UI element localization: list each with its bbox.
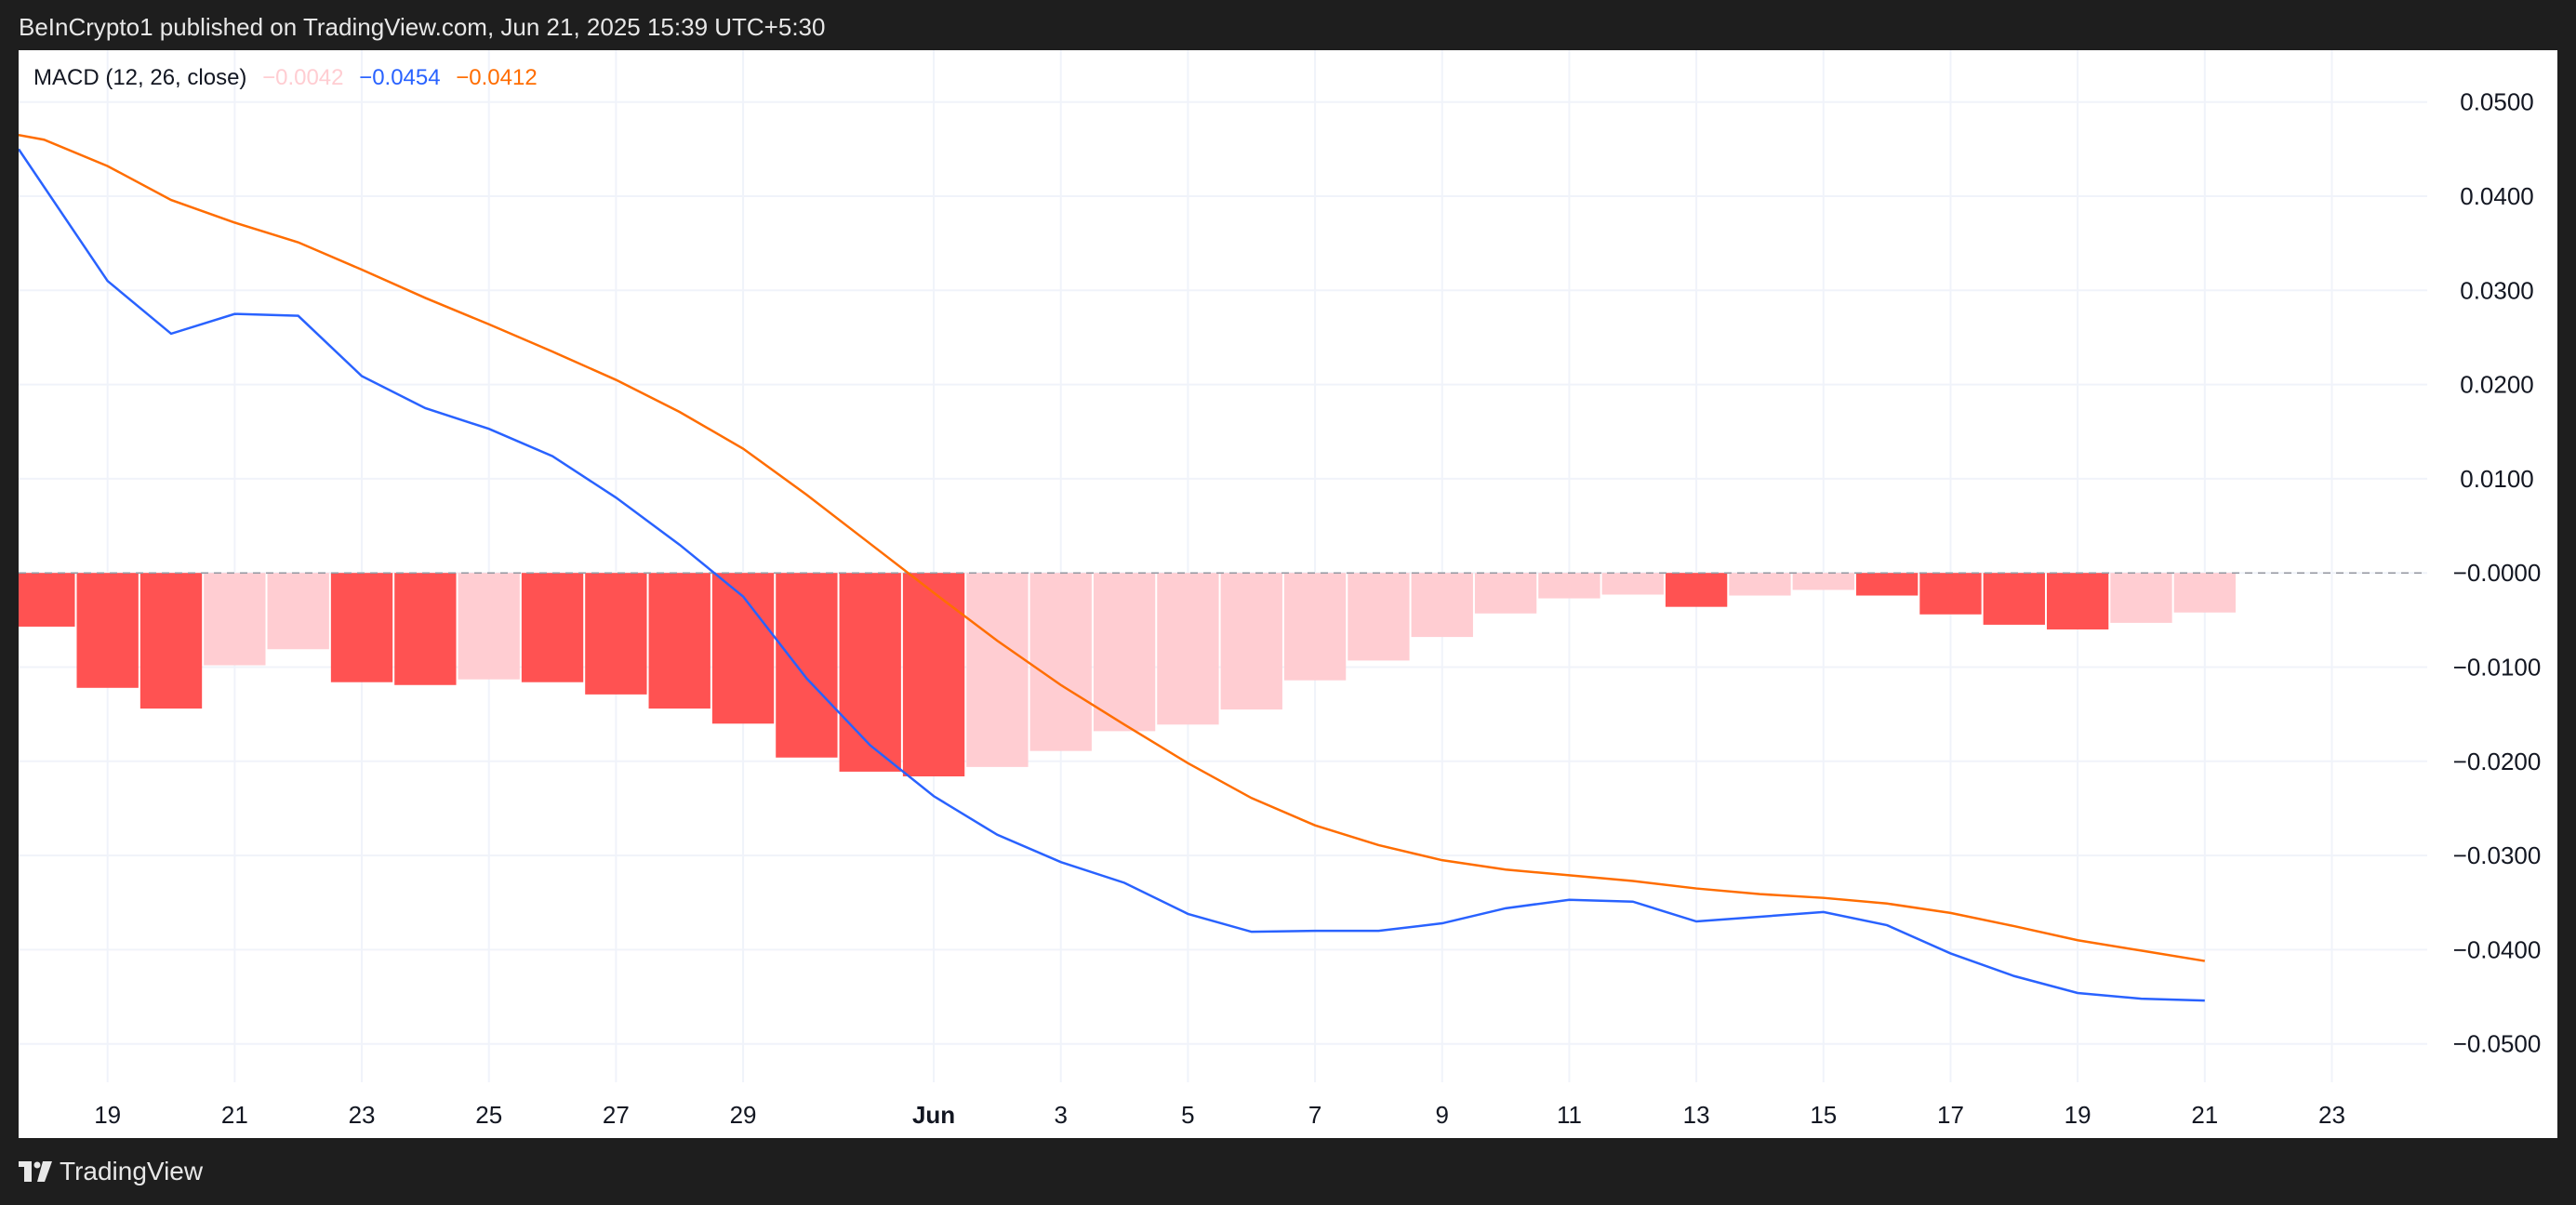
- histogram-bar: [1665, 573, 1728, 607]
- x-tick-label: 27: [603, 1101, 630, 1129]
- x-tick-label: 25: [475, 1101, 502, 1129]
- y-tick-label: −0.0300: [2453, 841, 2542, 869]
- histogram-bar: [2046, 573, 2109, 629]
- x-tick-label: 7: [1308, 1101, 1321, 1129]
- histogram-bar: [1538, 573, 1600, 599]
- macd-chart-panel[interactable]: 0.0500 0.0400 0.0300 0.0200 0.0100 −0.0000 −0.…: [19, 50, 2557, 1138]
- histogram-bar: [1283, 573, 1347, 681]
- y-tick-label: −0.0100: [2453, 654, 2542, 682]
- y-tick-label: 0.0400: [2460, 182, 2534, 210]
- signal-line: [19, 133, 2206, 962]
- x-tick-label: 19: [2065, 1101, 2091, 1129]
- histogram-bar: [1919, 573, 1982, 615]
- histogram-bar: [648, 573, 710, 709]
- histogram-bar: [1029, 573, 1092, 751]
- signal-value: −0.0412: [456, 65, 538, 90]
- attribution-bar: BeInCrypto1 published on TradingView.com…: [0, 0, 2576, 50]
- histogram-bar: [139, 573, 203, 709]
- histogram-bar: [2173, 573, 2236, 613]
- tradingview-icon: [19, 1161, 52, 1182]
- histogram-bar: [19, 573, 75, 627]
- histogram-value: −0.0042: [262, 65, 344, 90]
- x-tick-label: 5: [1181, 1101, 1194, 1129]
- histogram-bar: [839, 573, 901, 772]
- histogram-bar: [1411, 573, 1473, 638]
- y-tick-label: −0.0200: [2453, 748, 2542, 775]
- y-tick-label: 0.0200: [2460, 371, 2534, 399]
- histogram-bar: [1093, 573, 1156, 732]
- macd-chart[interactable]: 0.0500 0.0400 0.0300 0.0200 0.0100 −0.0000 −0.…: [19, 50, 2557, 1138]
- x-tick-label: 13: [1683, 1101, 1710, 1129]
- histogram-bar: [1729, 573, 1791, 596]
- histogram-bar: [1601, 573, 1664, 595]
- histogram-bar: [2110, 573, 2172, 623]
- macd-value: −0.0454: [359, 65, 441, 90]
- histogram-bar: [458, 573, 520, 680]
- x-tick-label: Jun: [912, 1101, 955, 1129]
- brand-name: TradingView: [60, 1157, 204, 1185]
- grid-lines: [19, 50, 2427, 1082]
- tradingview-logo[interactable]: TradingView: [19, 1157, 203, 1186]
- histogram-bar: [330, 573, 393, 682]
- macd-line: [19, 148, 2205, 1002]
- x-tick-label: 17: [1937, 1101, 1964, 1129]
- x-tick-label: 15: [1810, 1101, 1837, 1129]
- histogram-bar: [902, 573, 965, 777]
- y-tick-label: 0.0500: [2460, 88, 2534, 116]
- histogram-bar: [1855, 573, 1919, 596]
- x-tick-label: 19: [94, 1101, 121, 1129]
- histogram-bar: [394, 573, 457, 685]
- x-tick-label: 11: [1557, 1101, 1582, 1129]
- x-tick-label: 21: [221, 1101, 248, 1129]
- x-tick-label: 3: [1055, 1101, 1068, 1129]
- histogram-bar: [204, 573, 266, 666]
- histogram-bar: [1474, 573, 1537, 614]
- y-tick-label: 0.0300: [2460, 276, 2534, 304]
- x-tick-label: 23: [2318, 1101, 2345, 1129]
- histogram-bars: [19, 573, 2236, 777]
- histogram-bar: [1348, 573, 1410, 661]
- footer-bar: TradingView: [0, 1138, 2576, 1205]
- histogram-bar: [521, 573, 584, 682]
- indicator-name[interactable]: MACD (12, 26, close): [33, 65, 247, 90]
- x-tick-label: 9: [1436, 1101, 1449, 1129]
- histogram-bar: [76, 573, 139, 688]
- histogram-bar: [1220, 573, 1282, 710]
- x-axis[interactable]: 19 21 23 25 27 29 Jun 3 5 7 9 11 13 15 17 19 21 23: [94, 1101, 2345, 1129]
- histogram-bar: [776, 573, 838, 758]
- histogram-bar: [585, 573, 647, 695]
- histogram-bar: [966, 573, 1029, 767]
- y-axis[interactable]: 0.0500 0.0400 0.0300 0.0200 0.0100 −0.0000 −0.…: [2453, 88, 2542, 1058]
- indicator-legend[interactable]: MACD (12, 26, close) −0.0042 −0.0454 −0.…: [33, 65, 547, 91]
- histogram-bar: [1792, 573, 1854, 590]
- y-tick-label: −0.0400: [2453, 935, 2542, 963]
- x-tick-label: 29: [730, 1101, 757, 1129]
- x-tick-label: 23: [349, 1101, 376, 1129]
- histogram-bar: [267, 573, 329, 650]
- y-tick-label: −0.0000: [2453, 559, 2542, 587]
- x-tick-label: 21: [2191, 1101, 2218, 1129]
- histogram-bar: [1157, 573, 1219, 725]
- y-tick-label: −0.0500: [2453, 1030, 2542, 1058]
- y-tick-label: 0.0100: [2460, 465, 2534, 493]
- attribution-text: BeInCrypto1 published on TradingView.com…: [19, 13, 826, 41]
- histogram-bar: [1983, 573, 2045, 625]
